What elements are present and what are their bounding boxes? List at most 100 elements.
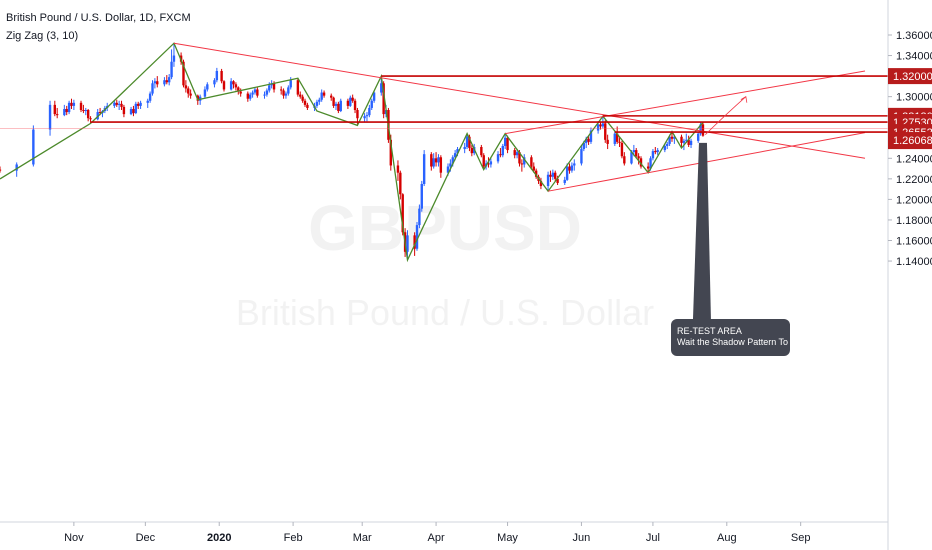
candle — [696, 131, 700, 143]
candle — [465, 133, 469, 150]
candle-body — [618, 141, 621, 143]
candle — [606, 134, 609, 150]
candle-body — [320, 92, 323, 100]
candle — [349, 95, 352, 107]
candle — [351, 94, 354, 103]
candle-body — [365, 115, 369, 117]
candle-body — [389, 139, 392, 166]
y-tick-label: 1.34000 — [896, 51, 932, 63]
candle — [263, 91, 266, 99]
candle — [246, 91, 250, 102]
candle — [604, 120, 607, 143]
candle-body — [167, 77, 171, 83]
candle-body — [396, 165, 400, 173]
candle-body — [446, 166, 450, 173]
candle-body — [685, 139, 688, 141]
candle — [299, 91, 302, 99]
candle-body — [499, 154, 502, 156]
projection-path — [705, 96, 747, 135]
candle-body — [434, 158, 438, 163]
candle — [363, 113, 366, 123]
candle — [86, 108, 90, 122]
y-tick-label: 1.22000 — [896, 174, 932, 186]
candle-body — [70, 102, 73, 106]
candle-body — [470, 148, 474, 154]
candle-body — [646, 166, 650, 169]
candle-body — [554, 172, 557, 179]
candle — [399, 170, 402, 200]
candle — [420, 180, 423, 212]
candle — [618, 136, 621, 147]
candle-body — [170, 61, 173, 78]
candle — [523, 154, 526, 168]
candle-body — [65, 108, 68, 113]
candle-body — [72, 102, 76, 106]
candle-body — [630, 152, 633, 164]
candle-body — [380, 83, 383, 93]
candle — [55, 107, 59, 119]
x-tick-label: May — [497, 532, 518, 544]
candle-body — [368, 107, 371, 116]
candle-body — [303, 100, 307, 105]
candle-body — [584, 138, 588, 143]
candle — [137, 101, 140, 109]
candle-body — [189, 93, 192, 96]
candle-body — [549, 174, 552, 177]
candle-body — [134, 103, 138, 114]
candle-body — [654, 151, 657, 153]
candle — [115, 99, 118, 107]
candle — [287, 85, 290, 96]
candle-body — [449, 163, 452, 167]
candle-body — [237, 87, 240, 92]
candle — [113, 100, 116, 108]
candle-body — [187, 88, 190, 94]
candle-body — [263, 94, 266, 96]
candle-body — [232, 81, 235, 85]
candle — [296, 78, 300, 97]
candle-body — [296, 80, 300, 95]
candle-body — [86, 110, 90, 119]
candle — [48, 100, 52, 136]
x-tick-label: Mar — [353, 532, 372, 544]
candle-body — [432, 158, 435, 167]
candle — [139, 100, 142, 109]
candle — [330, 93, 333, 101]
y-tick-label: 1.16000 — [896, 236, 932, 248]
candle — [318, 97, 321, 105]
candle-body — [84, 110, 87, 112]
candle-body — [98, 112, 102, 114]
candle-body — [580, 149, 583, 164]
trendlines — [173, 42, 866, 192]
candle-body — [453, 153, 457, 158]
candle-body — [163, 80, 166, 85]
candle-body — [563, 179, 566, 183]
candle-body — [599, 124, 602, 127]
watermark-name: British Pound / U.S. Dollar — [236, 292, 654, 333]
candle-body — [213, 80, 216, 85]
candle-body — [334, 103, 338, 106]
candle — [635, 148, 638, 159]
candle-body — [48, 104, 52, 130]
candle — [153, 78, 157, 89]
candle-body — [551, 172, 555, 177]
candle-body — [670, 136, 674, 139]
candle — [15, 162, 18, 177]
candle-body — [129, 108, 133, 115]
candle-body — [422, 154, 426, 184]
candle-body — [122, 106, 126, 115]
candle — [432, 153, 435, 169]
candle — [332, 96, 335, 108]
candle — [306, 102, 309, 111]
candle-body — [639, 158, 643, 167]
candle — [172, 43, 176, 67]
callout-text-line: RE-TEST AREA — [677, 326, 742, 336]
candle-body — [573, 163, 576, 166]
candle-body — [601, 123, 605, 127]
candle — [480, 144, 483, 158]
candle — [151, 80, 154, 96]
candle-body — [148, 93, 152, 101]
candle-body — [689, 140, 693, 145]
candle-body — [279, 89, 283, 91]
candle-body — [487, 163, 490, 165]
